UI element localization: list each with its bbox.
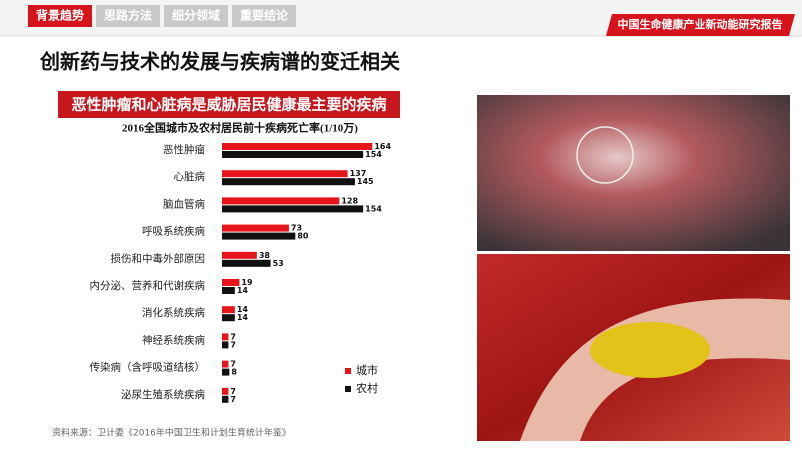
bar bbox=[222, 395, 229, 403]
category-label: 呼吸系统疾病 bbox=[142, 225, 205, 238]
bar bbox=[222, 387, 229, 395]
banner: 恶性肿瘤和心脏病是威胁居民健康最主要的疾病 bbox=[71, 96, 386, 114]
value-label: 164 bbox=[374, 142, 391, 151]
legend-swatch bbox=[345, 368, 351, 374]
value-label: 7 bbox=[230, 395, 236, 404]
value-label: 7 bbox=[230, 340, 236, 349]
value-label: 145 bbox=[357, 177, 374, 186]
legend-swatch bbox=[345, 386, 351, 392]
value-label: 154 bbox=[365, 150, 382, 159]
legend-label: 农村 bbox=[356, 381, 378, 395]
category-label: 恶性肿瘤 bbox=[163, 143, 205, 156]
bar bbox=[222, 360, 229, 368]
bar bbox=[222, 341, 229, 349]
legend-label: 城市 bbox=[356, 363, 378, 377]
bar bbox=[222, 224, 289, 232]
tab bbox=[164, 5, 228, 27]
value-label: 19 bbox=[241, 278, 253, 287]
bar bbox=[222, 232, 296, 240]
category-label: 损伤和中毒外部原因 bbox=[111, 252, 206, 265]
category-label: 内分泌、营养和代谢疾病 bbox=[90, 279, 206, 292]
chart-title: 2016全国城市及农村居民前十疾病死亡率(1/10万) bbox=[122, 121, 358, 135]
bar bbox=[222, 314, 235, 322]
value-label: 7 bbox=[230, 360, 236, 369]
category-label: 心脏病 bbox=[174, 170, 206, 183]
tab bbox=[232, 5, 296, 27]
bar bbox=[222, 306, 235, 314]
value-label: 80 bbox=[297, 232, 309, 241]
value-label: 7 bbox=[230, 332, 236, 341]
vessel bbox=[520, 298, 790, 441]
crosshair bbox=[576, 126, 634, 184]
plaque bbox=[590, 322, 710, 378]
report-tag bbox=[606, 14, 795, 36]
tab bbox=[96, 5, 160, 27]
value-label: 14 bbox=[237, 313, 249, 322]
banner-bg bbox=[58, 91, 400, 118]
bar bbox=[222, 170, 348, 178]
tab-label: 思路方法 bbox=[104, 8, 152, 23]
value-label: 73 bbox=[291, 224, 302, 233]
category-label: 泌尿生殖系统疾病 bbox=[121, 388, 205, 401]
bar bbox=[222, 143, 373, 150]
category-label: 消化系统疾病 bbox=[142, 306, 205, 319]
tab-label: 细分领域 bbox=[172, 8, 220, 23]
value-label: 38 bbox=[259, 251, 271, 260]
bar bbox=[222, 251, 257, 259]
value-label: 7 bbox=[230, 387, 236, 396]
value-label: 14 bbox=[237, 305, 249, 314]
bar bbox=[222, 205, 364, 213]
value-label: 53 bbox=[273, 259, 284, 268]
cancer-image bbox=[477, 95, 790, 251]
value-label: 8 bbox=[231, 368, 237, 377]
value-label: 14 bbox=[237, 286, 249, 295]
bar bbox=[222, 178, 355, 186]
category-label: 传染病（含呼吸道结核） bbox=[90, 361, 206, 374]
bar bbox=[222, 287, 235, 294]
value-label: 128 bbox=[341, 196, 358, 205]
bar bbox=[222, 368, 230, 376]
bar bbox=[222, 151, 364, 158]
heading: 创新药与技术的发展与疾病谱的变迁相关 bbox=[39, 50, 400, 74]
bar bbox=[222, 279, 240, 286]
bar bbox=[222, 197, 340, 205]
source: 资料来源：卫计委《2016年中国卫生和计划生育统计年鉴》 bbox=[52, 427, 291, 439]
tab-label: 重要结论 bbox=[240, 8, 289, 23]
category-label: 脑血管病 bbox=[163, 197, 205, 210]
category-label: 神经系统疾病 bbox=[142, 333, 205, 346]
value-label: 137 bbox=[350, 169, 367, 178]
bar bbox=[222, 259, 271, 267]
value-label: 154 bbox=[365, 204, 382, 213]
tab bbox=[28, 5, 92, 27]
tab-label: 背景趋势 bbox=[36, 8, 84, 23]
report-name: 中国生命健康产业新动能研究报告 bbox=[618, 17, 783, 31]
bar bbox=[222, 333, 229, 341]
